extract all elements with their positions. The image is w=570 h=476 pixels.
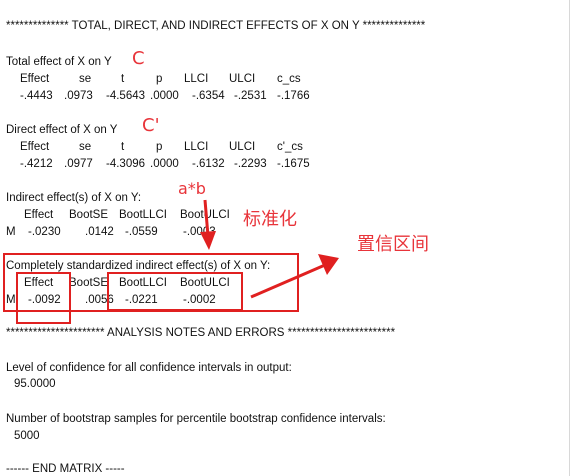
total-val-ccs: -.1766 bbox=[277, 90, 310, 102]
annotation-standardized: 标准化 bbox=[243, 209, 297, 230]
ci-arrow-icon bbox=[250, 254, 339, 299]
std-col-bootulci: BootULCI bbox=[180, 277, 230, 289]
std-col-bootse: BootSE bbox=[69, 277, 108, 289]
std-val-bootse: .0056 bbox=[85, 294, 114, 306]
total-col-ulci: ULCI bbox=[229, 73, 256, 85]
standardized-highlight-box bbox=[3, 253, 299, 312]
total-col-se: se bbox=[79, 73, 92, 85]
direct-col-ulci: ULCI bbox=[229, 141, 256, 153]
total-val-llci: -.6354 bbox=[192, 90, 225, 102]
direct-col-se: se bbox=[79, 141, 92, 153]
total-val-ulci: -.2531 bbox=[234, 90, 267, 102]
bootstrap-value: 5000 bbox=[14, 430, 40, 442]
std-col-bootllci: BootLLCI bbox=[119, 277, 167, 289]
indirect-val-effect: -.0230 bbox=[28, 226, 61, 238]
direct-col-ccs: c'_cs bbox=[277, 141, 303, 153]
effects-header: ************** TOTAL, DIRECT, AND INDIRE… bbox=[6, 20, 426, 32]
notes-header: ********************** ANALYSIS NOTES AN… bbox=[6, 327, 396, 339]
std-col-effect: Effect bbox=[24, 277, 54, 289]
ab-down-arrow bbox=[200, 199, 216, 250]
direct-col-effect: Effect bbox=[20, 141, 50, 153]
total-col-t: t bbox=[121, 73, 125, 85]
indirect-val-bootse: .0142 bbox=[85, 226, 114, 238]
total-col-ccs: c_cs bbox=[277, 73, 301, 85]
total-col-p: p bbox=[156, 73, 163, 85]
annotation-c: C bbox=[132, 48, 145, 69]
standardized-effect-title: Completely standardized indirect effect(… bbox=[6, 260, 271, 272]
total-val-se: .0973 bbox=[64, 90, 93, 102]
total-col-llci: LLCI bbox=[184, 73, 209, 85]
annotation-confidence-interval: 置信区间 bbox=[357, 234, 429, 255]
total-effect-title: Total effect of X on Y bbox=[6, 56, 112, 68]
confidence-value: 95.0000 bbox=[14, 378, 56, 390]
direct-val-se: .0977 bbox=[64, 158, 93, 170]
direct-col-llci: LLCI bbox=[184, 141, 209, 153]
std-row-label: M bbox=[6, 294, 16, 306]
total-val-p: .0000 bbox=[150, 90, 179, 102]
std-val-effect: -.0092 bbox=[28, 294, 61, 306]
std-val-bootllci: -.0221 bbox=[125, 294, 158, 306]
effect-highlight-box bbox=[16, 272, 71, 324]
total-val-effect: -.4443 bbox=[20, 90, 53, 102]
annotation-ab: a*b bbox=[178, 179, 206, 198]
bootstrap-label: Number of bootstrap samples for percenti… bbox=[6, 413, 386, 425]
direct-effect-title: Direct effect of X on Y bbox=[6, 124, 118, 136]
total-val-t: -4.5643 bbox=[106, 90, 146, 102]
total-col-effect: Effect bbox=[20, 73, 50, 85]
indirect-effect-title: Indirect effect(s) of X on Y: bbox=[6, 192, 142, 204]
ci-highlight-box bbox=[107, 272, 243, 311]
direct-val-t: -4.3096 bbox=[106, 158, 146, 170]
annotation-c-prime: C' bbox=[142, 115, 160, 136]
direct-val-p: .0000 bbox=[150, 158, 179, 170]
direct-val-llci: -.6132 bbox=[192, 158, 225, 170]
indirect-val-bootllci: -.0559 bbox=[125, 226, 158, 238]
indirect-col-effect: Effect bbox=[24, 209, 54, 221]
indirect-col-bootse: BootSE bbox=[69, 209, 108, 221]
end-matrix: ------ END MATRIX ----- bbox=[6, 463, 125, 475]
direct-val-ulci: -.2293 bbox=[234, 158, 267, 170]
direct-col-t: t bbox=[121, 141, 125, 153]
direct-col-p: p bbox=[156, 141, 163, 153]
confidence-label: Level of confidence for all confidence i… bbox=[6, 362, 292, 374]
indirect-col-bootllci: BootLLCI bbox=[119, 209, 167, 221]
indirect-row-label: M bbox=[6, 226, 16, 238]
direct-val-effect: -.4212 bbox=[20, 158, 53, 170]
std-val-bootulci: -.0002 bbox=[183, 294, 216, 306]
direct-val-ccs: -.1675 bbox=[277, 158, 310, 170]
